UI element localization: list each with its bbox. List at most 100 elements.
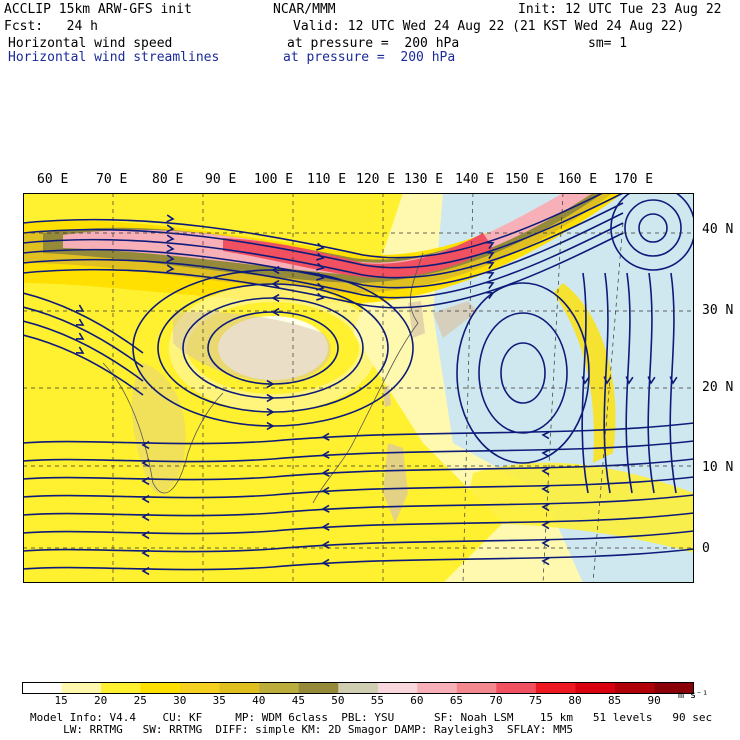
streamline xyxy=(500,342,546,404)
streamline-arrow xyxy=(141,458,150,468)
streamline-arrow xyxy=(321,504,330,513)
colorbar-label: 60 xyxy=(410,694,424,707)
streamline-arrow xyxy=(271,265,280,275)
streamline-arrow xyxy=(141,530,150,540)
streamline xyxy=(23,232,624,309)
streamline-arrow xyxy=(669,376,678,385)
streamline xyxy=(478,312,568,434)
streamline-arrow xyxy=(541,431,550,440)
colorbar-swatch xyxy=(456,682,497,694)
streamline-arrow xyxy=(166,254,175,263)
graticule xyxy=(23,193,694,583)
streamline-arrow xyxy=(271,293,280,303)
center-label: NCAR/MMM xyxy=(273,2,336,17)
colorbar-swatch xyxy=(535,682,576,694)
streamline-arrow xyxy=(541,521,550,530)
streamline xyxy=(23,334,144,396)
colorbar-label: 30 xyxy=(173,694,187,707)
field1-name: Horizontal wind speed xyxy=(8,36,173,51)
anticyclone-ring xyxy=(169,284,377,412)
streamline-arrow xyxy=(316,252,325,261)
coastline-east-asia xyxy=(312,252,424,504)
streamline-arrow xyxy=(541,449,550,458)
streamline-arrow xyxy=(581,376,590,385)
latitude-label: 20 N xyxy=(702,380,734,395)
streamline-arrow xyxy=(485,281,495,290)
longitude-label: 170 E xyxy=(614,172,654,187)
colorbar-label: 35 xyxy=(212,694,226,707)
streamline xyxy=(456,282,590,464)
streamline xyxy=(23,193,624,269)
streamline xyxy=(157,283,389,413)
streamline xyxy=(638,213,668,243)
streamline xyxy=(23,202,624,279)
forecast-hour: Fcst: 24 h xyxy=(4,19,98,34)
streamline xyxy=(624,199,682,257)
latitude-label: 0 xyxy=(702,541,710,556)
wind-streamlines xyxy=(23,193,694,576)
philippines xyxy=(383,443,408,523)
streamline-arrow xyxy=(321,450,330,459)
streamline-arrow xyxy=(166,224,175,233)
colorbar-swatch xyxy=(180,682,221,694)
streamline-arrow xyxy=(603,376,612,385)
colorbar-label: 15 xyxy=(54,694,68,707)
colorbar-swatch xyxy=(101,682,142,694)
streamline-arrow xyxy=(266,379,275,389)
colorbar-label: 55 xyxy=(370,694,384,707)
streamline-arrow xyxy=(166,244,175,253)
colorbar-label: 65 xyxy=(449,694,464,707)
streamline-arrow xyxy=(316,242,325,251)
colorbar-swatch xyxy=(298,682,339,694)
streamline-arrow xyxy=(266,407,275,417)
longitude-label: 90 E xyxy=(205,172,237,187)
streamline-arrow xyxy=(141,566,150,576)
model-info-line1: Model Info: V4.4 CU: KF MP: WDM 6class P… xyxy=(30,711,713,724)
colorbar-swatch xyxy=(654,682,694,694)
streamline xyxy=(23,494,694,517)
wind-speed-pacific-band xyxy=(463,462,694,553)
wind-speed-colorbar xyxy=(22,682,694,694)
longitude-label: 160 E xyxy=(558,172,598,187)
streamline xyxy=(23,212,624,289)
colorbar-swatch xyxy=(338,682,379,694)
colorbar-label: 45 xyxy=(291,694,305,707)
streamline-arrow xyxy=(166,214,175,223)
colorbar-label: 40 xyxy=(252,694,266,707)
streamline-arrow xyxy=(321,432,330,441)
streamline-arrow xyxy=(316,262,325,271)
colorbar-label: 90 xyxy=(647,694,661,707)
colorbar-border xyxy=(22,682,694,694)
japan xyxy=(433,301,478,338)
wind-speed-pacific-band2 xyxy=(553,283,616,463)
streamline-arrow xyxy=(541,539,550,548)
colorbar-swatch xyxy=(575,682,616,694)
streamline-arrow xyxy=(141,476,150,486)
smoothing-label: sm= 1 xyxy=(588,36,628,51)
colorbar-label: 20 xyxy=(94,694,108,707)
streamline xyxy=(132,269,414,427)
colorbar-swatch xyxy=(614,682,655,694)
streamline-arrow xyxy=(321,468,330,477)
streamline xyxy=(23,530,694,553)
colorbar-swatch xyxy=(496,682,537,694)
field1-level: at pressure = 200 hPa xyxy=(287,36,460,51)
streamline-arrow xyxy=(75,346,85,354)
streamline-arrow xyxy=(321,540,330,549)
streamline xyxy=(23,320,144,382)
streamline xyxy=(610,193,694,271)
colorbar-swatch xyxy=(140,682,181,694)
colorbar-label: 80 xyxy=(568,694,582,707)
colorbar-label: 25 xyxy=(133,694,147,707)
latitude-label: 40 N xyxy=(702,222,734,237)
streamline xyxy=(23,548,694,571)
streamline-arrow xyxy=(485,241,495,250)
longitude-label: 60 E xyxy=(37,172,69,187)
colorbar-swatch xyxy=(219,682,260,694)
streamline-arrow xyxy=(166,234,175,243)
streamline xyxy=(23,512,694,535)
streamline-arrow xyxy=(166,264,175,273)
streamline xyxy=(182,297,364,399)
streamline-arrow xyxy=(321,486,330,495)
korea xyxy=(408,301,425,338)
